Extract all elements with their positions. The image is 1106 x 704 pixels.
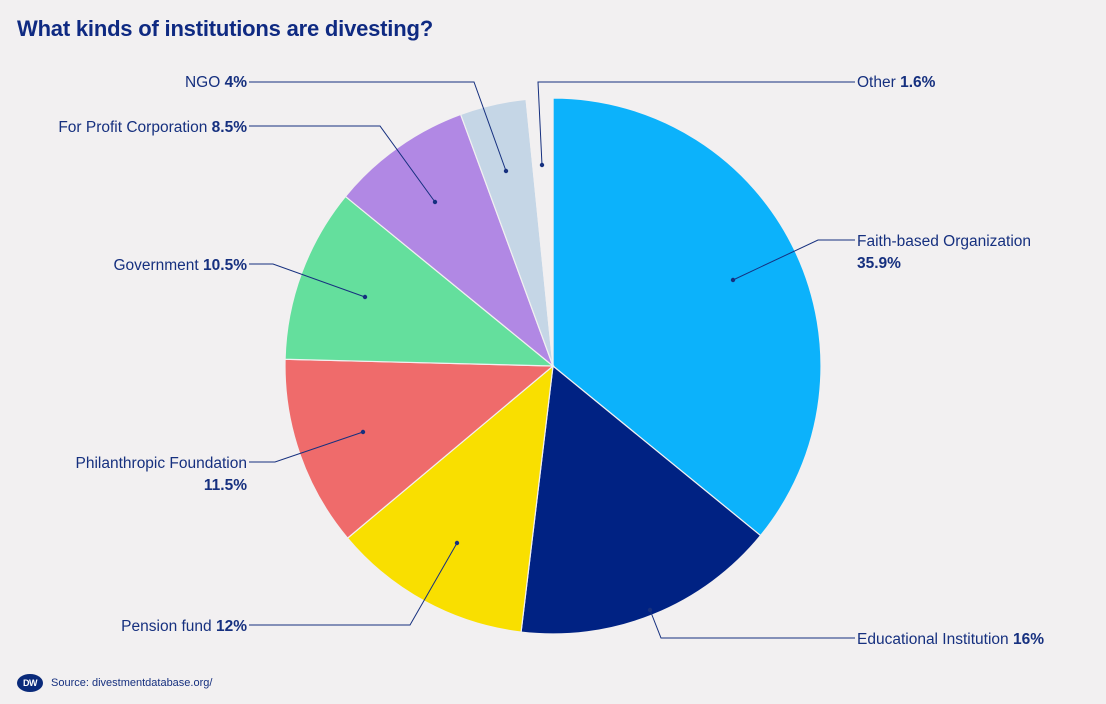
data-label-value: 11.5%: [204, 477, 247, 494]
data-label-faith-based-organization: Faith-based Organization 35.9%: [857, 233, 1031, 272]
pie-labels: Faith-based Organization 35.9% Educational…: [58, 74, 1044, 648]
leader-line-pension-fund: [249, 542, 458, 626]
leader-dot-ngo: [503, 168, 509, 174]
leader-line-ngo: [249, 81, 507, 172]
data-label-value: 12%: [216, 618, 247, 635]
data-label-name: Philanthropic Foundation: [76, 455, 247, 472]
data-label-value: 10.5%: [203, 257, 247, 274]
leader-line-for-profit-corporation: [249, 125, 436, 203]
pie-slice-other: [525, 97, 554, 367]
data-label-name: Faith-based Organization: [857, 233, 1031, 250]
data-label-value: 8.5%: [212, 119, 248, 136]
data-label-name: Educational Institution: [857, 631, 1013, 648]
data-label-value: 1.6%: [900, 74, 936, 91]
data-label-government: Government 10.5%: [113, 257, 247, 274]
leader-dot-pension-fund: [454, 540, 460, 546]
data-label-name: NGO: [185, 74, 225, 91]
leader-line-other: [537, 81, 855, 166]
data-label-pension-fund: Pension fund 12%: [121, 618, 247, 635]
leader-line-faith-based-organization: [732, 239, 855, 281]
data-label-ngo: NGO 4%: [185, 74, 247, 91]
data-label-name: Government: [113, 257, 203, 274]
source-text: Source: divestmentdatabase.org/: [51, 677, 213, 689]
data-label-name: Pension fund: [121, 618, 216, 635]
leader-dot-educational-institution: [647, 607, 653, 613]
leader-line-government: [249, 263, 366, 298]
pie-slice-government: [284, 195, 555, 367]
pie-slices: [284, 97, 822, 635]
data-label-other: Other 1.6%: [857, 74, 936, 91]
pie-slice-educational-institution: [520, 364, 762, 635]
leader-line-educational-institution: [649, 609, 855, 639]
data-label-name: For Profit Corporation: [58, 119, 211, 136]
data-label-value: 4%: [225, 74, 248, 91]
pie-slice-for-profit-corporation: [344, 113, 555, 368]
leader-dot-philanthropic-foundation: [360, 429, 366, 435]
pie-slice-philanthropic-foundation: [284, 358, 555, 539]
data-label-philanthropic-foundation: Philanthropic Foundation 11.5%: [76, 455, 248, 494]
data-label-for-profit-corporation: For Profit Corporation 8.5%: [58, 119, 247, 136]
chart-title: What kinds of institutions are divesting…: [17, 16, 433, 41]
leader-dot-for-profit-corporation: [432, 199, 438, 205]
footer: DW Source: divestmentdatabase.org/: [17, 674, 212, 692]
data-label-value: 35.9%: [857, 255, 901, 272]
data-label-educational-institution: Educational Institution 16%: [857, 631, 1044, 648]
leader-dot-government: [362, 294, 368, 300]
leader-dot-other: [539, 162, 545, 168]
leader-line-philanthropic-foundation: [249, 431, 364, 463]
leader-dot-faith-based-organization: [730, 277, 736, 283]
pie-slice-pension-fund: [346, 364, 554, 633]
data-label-name: Other: [857, 74, 900, 91]
data-label-value: 16%: [1013, 631, 1044, 648]
dw-logo: DW: [17, 674, 43, 692]
